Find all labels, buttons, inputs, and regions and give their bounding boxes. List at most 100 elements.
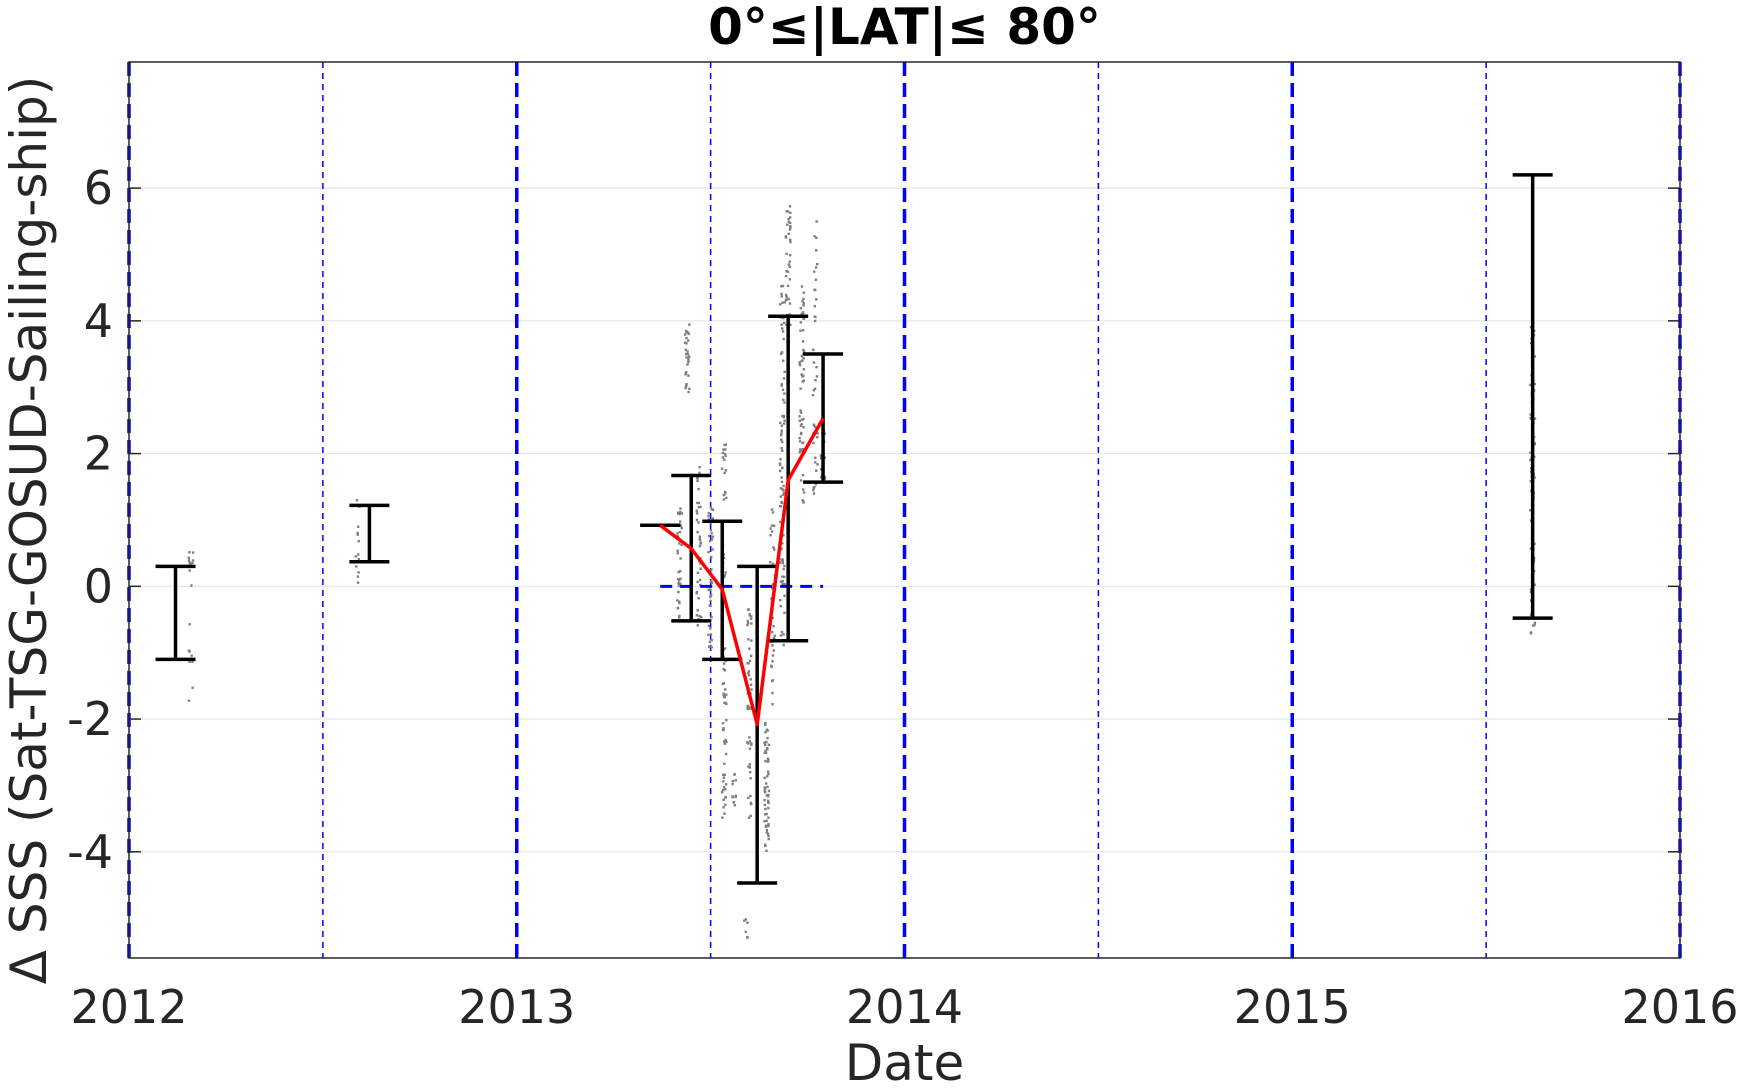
- data-point: [721, 451, 725, 455]
- data-point: [355, 565, 358, 568]
- data-point: [688, 387, 691, 391]
- data-point: [763, 820, 766, 823]
- data-point: [764, 843, 767, 846]
- data-point: [355, 499, 359, 502]
- data-point: [1529, 632, 1533, 635]
- data-point: [781, 449, 784, 452]
- data-point: [802, 297, 805, 301]
- data-point: [187, 649, 191, 652]
- data-point: [711, 548, 714, 551]
- data-point: [765, 775, 769, 778]
- data-point: [800, 285, 804, 288]
- data-point: [750, 802, 753, 806]
- data-point: [696, 530, 699, 534]
- data-point: [772, 524, 776, 527]
- data-point: [684, 348, 687, 352]
- data-point: [709, 594, 713, 597]
- data-point: [722, 556, 726, 560]
- x-axis-ticks: 2012 2013 2014 2015 2016: [70, 980, 1738, 1034]
- data-point: [802, 417, 805, 421]
- data-point: [801, 447, 804, 451]
- data-point: [709, 599, 712, 603]
- data-point: [780, 476, 783, 479]
- data-point: [812, 361, 816, 364]
- data-point: [815, 236, 818, 239]
- data-point: [749, 683, 753, 686]
- data-point: [710, 508, 714, 511]
- data-point: [707, 624, 711, 628]
- data-point: [788, 216, 792, 219]
- data-point: [695, 590, 699, 594]
- data-point: [763, 751, 766, 754]
- data-point: [190, 654, 193, 657]
- data-point: [770, 524, 774, 527]
- data-point: [731, 795, 734, 798]
- y-axis-ticks: -4 -2 0 2 4 6: [67, 161, 1680, 879]
- data-point: [688, 323, 691, 326]
- data-point: [780, 327, 784, 330]
- data-point: [679, 524, 682, 527]
- data-point: [763, 723, 767, 727]
- data-point: [722, 498, 726, 501]
- data-point: [1533, 476, 1536, 479]
- data-point: [812, 492, 816, 495]
- data-point: [746, 623, 749, 627]
- data-point: [764, 721, 767, 725]
- data-point: [356, 575, 360, 578]
- data-point: [815, 469, 818, 472]
- data-point: [800, 312, 803, 316]
- mean-line: [659, 417, 825, 727]
- data-point: [773, 634, 777, 637]
- data-point: [801, 329, 805, 332]
- data-point: [815, 249, 818, 252]
- data-point: [799, 387, 802, 390]
- data-point: [697, 521, 700, 524]
- data-point: [749, 814, 752, 818]
- data-point: [734, 795, 737, 799]
- data-point: [783, 564, 786, 568]
- data-point: [798, 440, 802, 443]
- data-point: [709, 529, 713, 532]
- data-point: [815, 365, 818, 369]
- data-point: [748, 647, 751, 650]
- data-point: [771, 660, 774, 663]
- data-point: [699, 567, 702, 570]
- data-point: [746, 921, 749, 925]
- data-point: [814, 456, 817, 459]
- data-point: [721, 682, 725, 686]
- data-point: [723, 742, 726, 745]
- data-point: [788, 260, 791, 263]
- data-point: [780, 292, 783, 296]
- data-point: [723, 575, 726, 579]
- data-point: [788, 221, 792, 225]
- data-point: [781, 575, 784, 578]
- data-point: [707, 550, 710, 554]
- data-point: [677, 570, 680, 574]
- data-point: [786, 210, 790, 213]
- data-point: [764, 751, 768, 754]
- data-point: [750, 688, 753, 691]
- data-point: [711, 535, 715, 538]
- data-point: [815, 298, 818, 301]
- chart-title: 0°≤|LAT|≤ 80°: [708, 0, 1101, 56]
- data-point: [1529, 509, 1532, 512]
- data-point: [721, 456, 725, 459]
- data-point: [189, 562, 192, 565]
- data-point: [798, 362, 801, 365]
- data-point: [799, 448, 802, 451]
- data-point: [722, 806, 725, 809]
- data-point: [679, 507, 682, 510]
- data-point: [779, 561, 782, 564]
- data-point: [187, 559, 191, 562]
- data-point: [709, 595, 712, 599]
- data-point: [801, 300, 804, 303]
- data-point: [771, 644, 774, 647]
- data-point: [771, 562, 775, 566]
- data-point: [676, 607, 680, 610]
- data-point: [357, 539, 360, 543]
- data-point: [707, 534, 711, 538]
- data-point: [710, 532, 713, 535]
- data-point: [699, 541, 702, 544]
- data-point: [788, 265, 791, 268]
- data-point: [748, 770, 752, 774]
